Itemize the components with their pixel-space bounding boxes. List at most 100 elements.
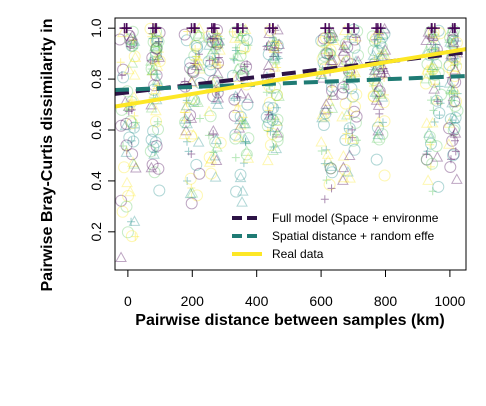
data-point-cross (229, 54, 238, 63)
data-point-circle (189, 39, 202, 52)
data-point-cross (373, 41, 382, 50)
data-point-cross (369, 82, 378, 91)
data-point-cross (195, 114, 204, 123)
data-point-circle (370, 153, 383, 166)
data-point-triangle (379, 67, 392, 78)
data-point-cross (127, 105, 136, 114)
data-point-triangle (269, 49, 281, 60)
data-point-circle (434, 27, 447, 40)
x-axis: 0 200 400 600 800 1000 (124, 270, 466, 309)
data-point-circle (240, 34, 253, 47)
data-point-cross (126, 42, 135, 51)
data-point-triangle (179, 113, 192, 124)
data-point-circle (204, 64, 216, 77)
data-point-cross (339, 82, 348, 91)
data-point-triangle (126, 57, 139, 68)
data-point-triangle (151, 60, 164, 71)
data-point-circle (368, 90, 380, 103)
data-point-circle (116, 205, 129, 218)
data-point-triangle (372, 29, 385, 41)
data-point-cross (147, 32, 156, 41)
data-point-triangle (374, 88, 386, 99)
data-point-triangle (421, 64, 433, 75)
data-point-triangle (326, 26, 339, 38)
data-point-triangle (242, 152, 255, 163)
data-point-cross (150, 148, 159, 157)
data-point-cross (444, 38, 453, 47)
data-point-circle (180, 34, 193, 47)
data-point-circle (373, 133, 386, 146)
data-point-cross (322, 45, 331, 54)
data-point-circle (205, 35, 218, 48)
data-point-triangle (326, 102, 339, 113)
data-point-circle (432, 24, 445, 37)
data-point-circle (432, 180, 445, 193)
data-point-circle (210, 34, 223, 46)
data-point-cross (182, 137, 191, 146)
data-point-cross (148, 55, 157, 64)
data-point-triangle (180, 99, 193, 111)
data-point-triangle (186, 187, 199, 198)
data-point-triangle (261, 154, 274, 166)
data-point-cross (268, 110, 277, 119)
data-point-cross (243, 60, 252, 69)
data-point-circle (270, 120, 283, 133)
data-point-cross-top (324, 23, 335, 34)
data-point-circle (371, 45, 384, 58)
data-point-triangle (315, 135, 328, 147)
y-tick-label: 1.0 (88, 18, 104, 38)
data-point-circle (446, 33, 459, 46)
data-point-circle (120, 200, 133, 213)
data-point-triangle (212, 98, 224, 109)
data-point-triangle (344, 172, 356, 183)
data-point-cross (213, 58, 222, 67)
data-point-circle (124, 33, 137, 46)
data-point-triangle (376, 27, 389, 39)
data-point-cross (271, 115, 280, 124)
data-point-triangle (344, 67, 357, 79)
data-point-triangle (178, 128, 191, 140)
data-point-triangle (272, 23, 284, 35)
data-point-cross (273, 63, 282, 72)
data-point-cross (146, 56, 155, 65)
data-point-triangle (422, 174, 434, 185)
data-point-circle (348, 105, 361, 118)
data-point-triangle (268, 38, 281, 50)
data-point-cross (263, 41, 272, 50)
data-point-cross (453, 60, 462, 69)
x-tick-label: 400 (245, 293, 269, 309)
data-point-triangle (270, 142, 283, 154)
data-point-triangle (316, 111, 328, 123)
data-point-circle (234, 49, 247, 62)
data-point-circle (324, 162, 337, 175)
data-point-triangle (209, 149, 221, 161)
data-point-cross (274, 39, 283, 48)
data-point-triangle (420, 72, 432, 84)
data-point-circle (202, 55, 215, 68)
data-point-circle (447, 149, 460, 162)
data-point-circle (315, 34, 328, 47)
data-point-circle (261, 120, 274, 132)
data-point-circle (209, 136, 222, 149)
x-tick-label: 800 (374, 293, 398, 309)
data-point-cross (209, 148, 218, 157)
data-point-cross-top (267, 23, 278, 34)
data-point-triangle (234, 171, 247, 183)
data-point-cross (154, 37, 163, 46)
data-point-cross (445, 89, 454, 98)
data-point-circle (424, 25, 437, 38)
data-point-cross (381, 90, 390, 99)
data-point-triangle (212, 37, 224, 49)
data-point-triangle (372, 60, 385, 72)
data-point-triangle (211, 141, 223, 152)
data-point-circle (270, 89, 283, 101)
data-point-triangle (323, 95, 335, 106)
data-point-circle (186, 65, 199, 78)
data-point-triangle (444, 36, 456, 47)
data-point-cross (326, 51, 335, 60)
data-point-cross (194, 56, 203, 65)
data-point-cross (320, 159, 329, 168)
data-point-cross (180, 116, 189, 125)
data-point-cross (449, 130, 458, 139)
data-point-cross (345, 111, 354, 120)
